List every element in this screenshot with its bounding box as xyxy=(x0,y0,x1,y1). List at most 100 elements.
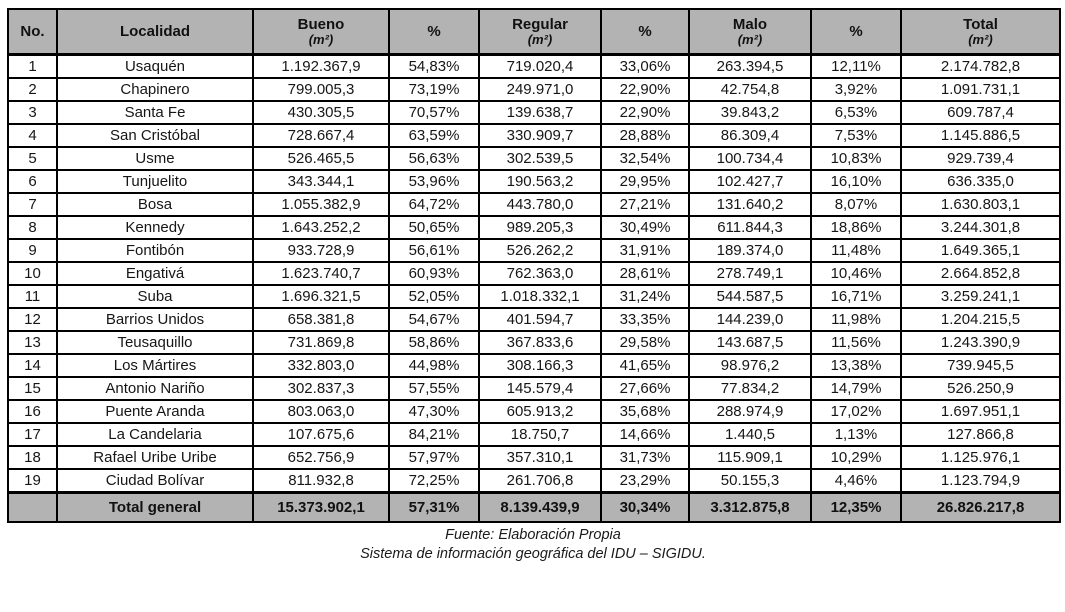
col-header-label: Regular xyxy=(512,16,568,33)
cell: 1,13% xyxy=(810,422,902,447)
cell: 139.638,7 xyxy=(478,100,602,125)
source-note-line2: Sistema de información geográfica del ID… xyxy=(360,546,706,562)
col-header-label: % xyxy=(849,23,863,40)
cell: Antonio Nariño xyxy=(56,376,254,401)
cell: Ciudad Bolívar xyxy=(56,468,254,494)
col-header-localidad: Localidad xyxy=(56,8,254,56)
col-header-unit: (m²) xyxy=(308,32,334,47)
cell: 401.594,7 xyxy=(478,307,602,332)
cell: 54,67% xyxy=(388,307,480,332)
cell: 100.734,4 xyxy=(688,146,812,171)
col-header-bueno-pct: % xyxy=(388,8,480,56)
cell: 17,02% xyxy=(810,399,902,424)
cell: 719.020,4 xyxy=(478,53,602,79)
cell: Bosa xyxy=(56,192,254,217)
cell: Kennedy xyxy=(56,215,254,240)
cell: 544.587,5 xyxy=(688,284,812,309)
table-row: 7 Bosa 1.055.382,9 64,72% 443.780,0 27,21% 131… xyxy=(7,192,1061,217)
cell: 609.787,4 xyxy=(900,100,1061,125)
cell: 430.305,5 xyxy=(252,100,390,125)
cell: 73,19% xyxy=(388,77,480,102)
cell: 29,58% xyxy=(600,330,690,355)
cell: 330.909,7 xyxy=(478,123,602,148)
cell: 15.373.902,1 xyxy=(252,491,390,523)
cell: 72,25% xyxy=(388,468,480,494)
cell: 13 xyxy=(7,330,58,355)
cell: 1.649.365,1 xyxy=(900,238,1061,263)
col-header-unit: (m²) xyxy=(968,32,993,47)
cell: 31,91% xyxy=(600,238,690,263)
col-header-regular: Regular (m²) xyxy=(478,8,602,56)
cell: 357.310,1 xyxy=(478,445,602,470)
table-row: 14 Los Mártires 332.803,0 44,98% 308.166,3 41… xyxy=(7,353,1061,378)
cell: 56,63% xyxy=(388,146,480,171)
cell: Chapinero xyxy=(56,77,254,102)
cell: 4,46% xyxy=(810,468,902,494)
cell: 2.174.782,8 xyxy=(900,53,1061,79)
localities-pavement-condition-table: No. Localidad Bueno (m²) % Regular xyxy=(7,8,1061,523)
cell: 145.579,4 xyxy=(478,376,602,401)
cell: 31,73% xyxy=(600,445,690,470)
cell: 1.091.731,1 xyxy=(900,77,1061,102)
cell: Usaquén xyxy=(56,53,254,79)
cell: 98.976,2 xyxy=(688,353,812,378)
cell: 367.833,6 xyxy=(478,330,602,355)
cell: 33,06% xyxy=(600,53,690,79)
cell: Rafael Uribe Uribe xyxy=(56,445,254,470)
cell: 39.843,2 xyxy=(688,100,812,125)
cell: 26.826.217,8 xyxy=(900,491,1061,523)
cell: 57,55% xyxy=(388,376,480,401)
cell: 14 xyxy=(7,353,58,378)
cell: 4 xyxy=(7,123,58,148)
cell: 35,68% xyxy=(600,399,690,424)
cell: 332.803,0 xyxy=(252,353,390,378)
cell: 3,92% xyxy=(810,77,902,102)
cell: 3.244.301,8 xyxy=(900,215,1061,240)
cell: Santa Fe xyxy=(56,100,254,125)
table-row: 6 Tunjuelito 343.344,1 53,96% 190.563,2 29,95… xyxy=(7,169,1061,194)
cell: 343.344,1 xyxy=(252,169,390,194)
cell: 9 xyxy=(7,238,58,263)
table-row: 18 Rafael Uribe Uribe 652.756,9 57,97% 357.3… xyxy=(7,445,1061,470)
table-row: 3 Santa Fe 430.305,5 70,57% 139.638,7 22,90% 3… xyxy=(7,100,1061,125)
cell: 63,59% xyxy=(388,123,480,148)
cell: 636.335,0 xyxy=(900,169,1061,194)
cell: 1.204.215,5 xyxy=(900,307,1061,332)
cell: 526.262,2 xyxy=(478,238,602,263)
cell: 12,35% xyxy=(810,491,902,523)
cell: 57,97% xyxy=(388,445,480,470)
cell: 302.837,3 xyxy=(252,376,390,401)
cell: 11 xyxy=(7,284,58,309)
cell: 54,83% xyxy=(388,53,480,79)
cell: 28,88% xyxy=(600,123,690,148)
cell: 10,83% xyxy=(810,146,902,171)
cell: 14,66% xyxy=(600,422,690,447)
cell: 10,29% xyxy=(810,445,902,470)
col-header-label: No. xyxy=(20,23,45,40)
cell: 2 xyxy=(7,77,58,102)
cell: 1.055.382,9 xyxy=(252,192,390,217)
table-row: 5 Usme 526.465,5 56,63% 302.539,5 32,54% 100.7… xyxy=(7,146,1061,171)
cell: 58,86% xyxy=(388,330,480,355)
col-header-unit: (m²) xyxy=(527,32,553,47)
cell: 12,11% xyxy=(810,53,902,79)
cell: 989.205,3 xyxy=(478,215,602,240)
col-header-label: Total xyxy=(963,16,998,33)
col-header-label: % xyxy=(638,23,652,40)
cell: Fontibón xyxy=(56,238,254,263)
cell: 16,10% xyxy=(810,169,902,194)
cell: 933.728,9 xyxy=(252,238,390,263)
cell: 29,95% xyxy=(600,169,690,194)
cell: 53,96% xyxy=(388,169,480,194)
cell: 288.974,9 xyxy=(688,399,812,424)
cell: 131.640,2 xyxy=(688,192,812,217)
cell: 64,72% xyxy=(388,192,480,217)
table-row: 11 Suba 1.696.321,5 52,05% 1.018.332,1 31,24%… xyxy=(7,284,1061,309)
cell: 52,05% xyxy=(388,284,480,309)
table-row: 9 Fontibón 933.728,9 56,61% 526.262,2 31,91% 1… xyxy=(7,238,1061,263)
cell: 8,07% xyxy=(810,192,902,217)
col-header-label: Bueno xyxy=(297,16,345,33)
cell: 18,86% xyxy=(810,215,902,240)
cell: 1.123.794,9 xyxy=(900,468,1061,494)
